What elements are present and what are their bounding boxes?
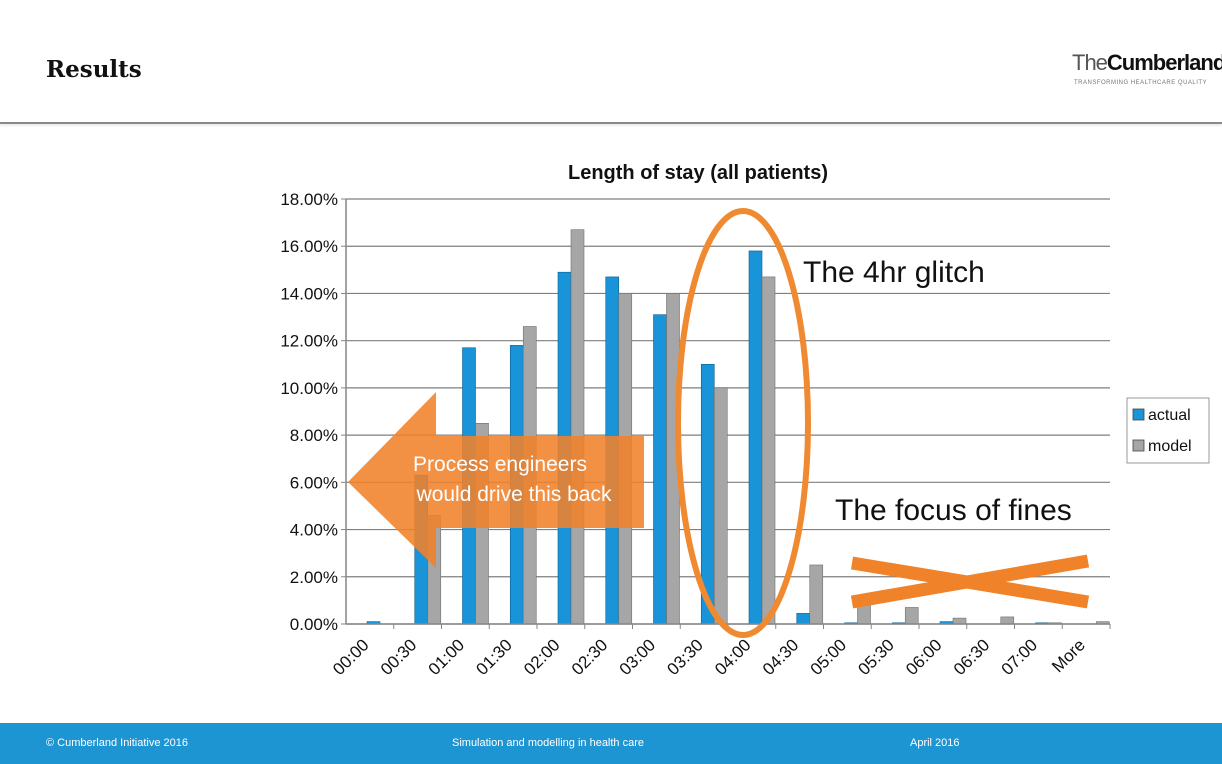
legend-actual-swatch [1132, 408, 1145, 421]
logo-brand-light: The [1072, 50, 1108, 75]
chart-gridlines [346, 198, 1110, 625]
bar-model [809, 564, 824, 625]
legend-actual-label: actual [1148, 407, 1191, 424]
y-tick-label: 16.00% [280, 237, 338, 256]
x-tick-label: 03:30 [663, 635, 707, 679]
chart-title: Length of stay (all patients) [568, 162, 828, 184]
y-tick-label: 10.00% [280, 379, 338, 398]
fines-cross-mark [850, 554, 1090, 609]
legend: actual model [1126, 397, 1210, 464]
legend-model-swatch [1132, 439, 1145, 452]
slide-footer: © Cumberland Initiative 2016 Simulation … [0, 723, 1222, 764]
bar-model [1000, 616, 1015, 625]
y-axis-ticks: 0.00% 2.00% 4.00% 6.00% 8.00% 10.00% 12.00% 14.… [280, 190, 346, 634]
left-arrow-shape [348, 392, 644, 568]
logo-brand-bold: Cumberland [1106, 50, 1222, 75]
bar-model [904, 607, 919, 625]
y-tick-label: 8.00% [290, 426, 338, 445]
x-tick-label: 00:30 [377, 635, 421, 679]
x-axis-ticks: 00:00 00:30 01:00 01:30 02:00 02:30 03:00 03:30… [329, 624, 1111, 679]
x-tick-label: 01:00 [425, 635, 469, 679]
bar-model [761, 276, 776, 625]
y-tick-label: 2.00% [290, 568, 338, 587]
footer-date: April 2016 [910, 737, 960, 749]
x-tick-label: 04:30 [759, 635, 803, 679]
y-tick-label: 18.00% [280, 190, 338, 209]
x-tick-label: 02:00 [520, 635, 564, 679]
legend-model-label: model [1148, 438, 1192, 455]
x-tick-label: 04:00 [711, 635, 755, 679]
y-tick-label: 12.00% [280, 332, 338, 351]
x-tick-label: 01:30 [472, 635, 516, 679]
logo-tagline: TRANSFORMING HEALTHCARE QUALITY [1074, 80, 1208, 86]
x-tick-label: 05:30 [854, 635, 898, 679]
x-tick-label: 06:30 [950, 635, 994, 679]
x-tick-label: 00:00 [329, 635, 373, 679]
x-tick-label: 06:00 [902, 635, 946, 679]
fines-annotation: The focus of fines [835, 494, 1072, 527]
bar-actual [653, 314, 667, 625]
y-tick-label: 6.00% [290, 473, 338, 492]
bar-model [570, 229, 585, 625]
x-tick-label: 02:30 [568, 635, 612, 679]
x-tick-label: 03:00 [616, 635, 660, 679]
glitch-highlight-ellipse [675, 208, 811, 638]
footer-copyright: © Cumberland Initiative 2016 [46, 737, 189, 749]
y-tick-label: 4.00% [290, 521, 338, 540]
x-tick-label: 07:00 [998, 635, 1042, 679]
arrow-text-line-2: would drive this back [416, 483, 612, 506]
bar-actual [748, 250, 763, 625]
bar-actual [796, 613, 811, 625]
slide-title: Results [46, 56, 142, 83]
x-tick-label: 05:00 [807, 635, 851, 679]
footer-subject: Simulation and modelling in health care [452, 737, 645, 749]
x-tick-label: More [1048, 635, 1089, 676]
y-tick-label: 14.00% [280, 284, 338, 303]
y-tick-label: 0.00% [290, 615, 338, 634]
cumberland-logo: TheCumberland TRANSFORMING HEALTHCARE QU… [1062, 50, 1222, 94]
glitch-annotation: The 4hr glitch [803, 256, 985, 289]
bar-model [952, 617, 967, 625]
chart-bars [366, 229, 1110, 625]
slide-header: Results TheCumberland TRANSFORMING HEALT… [0, 0, 1222, 124]
bar-model [713, 387, 728, 625]
arrow-text-line-1: Process engineers [413, 453, 587, 476]
cross-stroke-2 [850, 554, 1090, 609]
annotation-arrow: Process engineers would drive this back [348, 392, 644, 568]
